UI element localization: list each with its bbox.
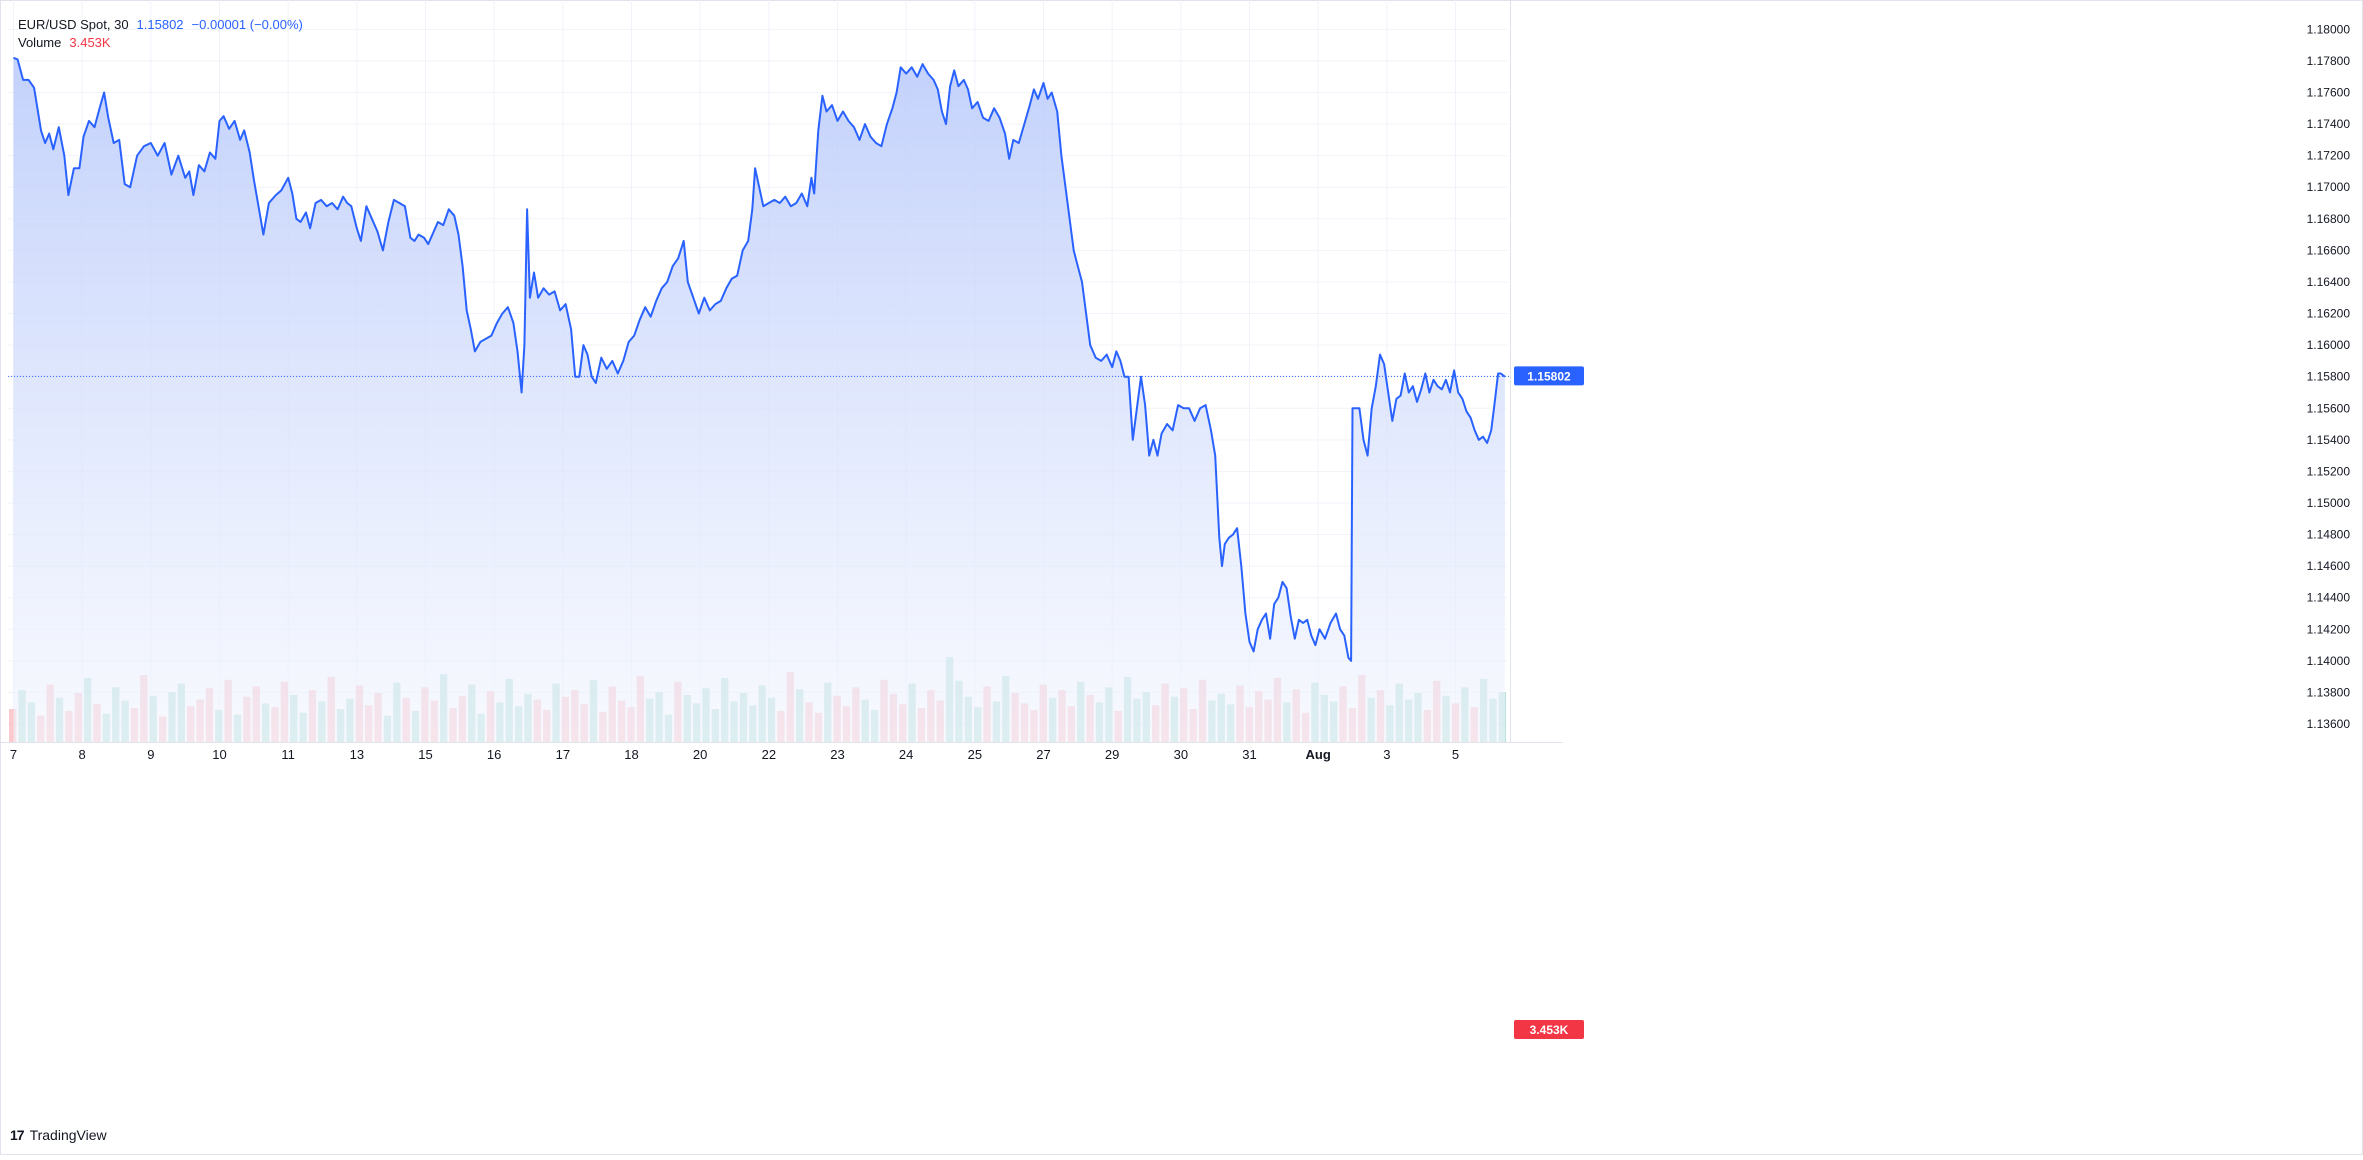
x-tick-label: Aug: [1306, 747, 1331, 762]
x-tick-label: 15: [418, 747, 432, 762]
y-tick-label: 1.14200: [2307, 622, 2351, 636]
y-tick-label: 1.16400: [2307, 275, 2351, 289]
volume-tag-box: [1514, 1020, 1584, 1039]
y-tick-label: 1.15400: [2307, 433, 2351, 447]
x-tick-label: 23: [830, 747, 844, 762]
x-tick-label: 22: [762, 747, 776, 762]
y-tick-label: 1.18000: [2307, 22, 2351, 36]
legend-change: −0.00001 (−0.00%): [191, 17, 303, 32]
x-tick-label: 3: [1383, 747, 1390, 762]
price-area: [13, 57, 1505, 743]
legend-volume-row: Volume 3.453K: [18, 34, 303, 52]
y-tick-label: 1.17800: [2307, 54, 2351, 68]
x-tick-label: 16: [487, 747, 501, 762]
price-series-line: [13, 56, 1506, 662]
y-tick-label: 1.14800: [2307, 528, 2351, 542]
x-tick-label: 27: [1036, 747, 1050, 762]
legend-volume-label[interactable]: Volume: [18, 35, 62, 50]
x-tick-label: 10: [212, 747, 226, 762]
y-tick-label: 1.15800: [2307, 370, 2351, 384]
y-tick-label: 1.15000: [2307, 496, 2351, 510]
x-tick-label: 24: [899, 747, 913, 762]
axes: 1.18000 1.17800 1.17600 1.17400 1.17200 1.170…: [10, 22, 2350, 762]
x-tick-label: 25: [968, 747, 982, 762]
tradingview-logo-text: TradingView: [29, 1127, 107, 1143]
volume-tag-label: 3.453K: [1530, 1023, 1569, 1037]
x-tick-label: 18: [624, 747, 638, 762]
x-tick-label: 13: [350, 747, 364, 762]
y-tick-label: 1.16000: [2307, 338, 2351, 352]
y-tick-label: 1.15600: [2307, 401, 2351, 415]
legend-price: 1.15802: [136, 17, 184, 32]
x-tick-label: 31: [1242, 747, 1256, 762]
x-tick-label: 29: [1105, 747, 1119, 762]
y-tick-label: 1.16600: [2307, 243, 2351, 257]
y-tick-label: 1.17000: [2307, 180, 2351, 194]
legend-volume-value: 3.453K: [69, 35, 111, 50]
y-tick-label: 1.14400: [2307, 591, 2351, 605]
x-tick-label: 30: [1174, 747, 1188, 762]
x-tick-label: 17: [556, 747, 570, 762]
tradingview-logo[interactable]: 17 TradingView: [10, 1127, 107, 1143]
x-tick-label: 11: [281, 747, 295, 762]
price-area-fill: [13, 57, 1505, 743]
chart-legend: EUR/USD Spot, 30 1.15802 −0.00001 (−0.00…: [18, 16, 303, 52]
y-tick-label: 1.17600: [2307, 86, 2351, 100]
y-tick-label: 1.17200: [2307, 149, 2351, 163]
price-tag-box: [1514, 366, 1584, 386]
x-tick-label: 7: [10, 747, 17, 762]
y-tick-label: 1.15200: [2307, 464, 2351, 478]
legend-price-row: EUR/USD Spot, 30 1.15802 −0.00001 (−0.00…: [18, 16, 303, 34]
y-tick-label: 1.13800: [2307, 685, 2351, 699]
price-line: [13, 56, 1506, 662]
y-tick-label: 1.17400: [2307, 117, 2351, 131]
x-tick-label: 20: [693, 747, 707, 762]
volume-bar: [9, 709, 17, 742]
x-tick-label: 5: [1452, 747, 1459, 762]
y-tick-label: 1.16800: [2307, 212, 2351, 226]
legend-symbol[interactable]: EUR/USD Spot, 30: [18, 17, 129, 32]
y-tick-label: 1.14000: [2307, 654, 2351, 668]
y-tick-label: 1.16200: [2307, 307, 2351, 321]
price-tags: 1.15802 3.453K: [1514, 366, 1584, 1039]
y-tick-label: 1.13600: [2307, 717, 2351, 731]
price-tag-label: 1.15802: [1527, 369, 1571, 383]
y-tick-label: 1.14600: [2307, 559, 2351, 573]
x-tick-label: 9: [147, 747, 154, 762]
tradingview-logo-icon: 17: [10, 1127, 25, 1143]
x-tick-label: 8: [79, 747, 86, 762]
